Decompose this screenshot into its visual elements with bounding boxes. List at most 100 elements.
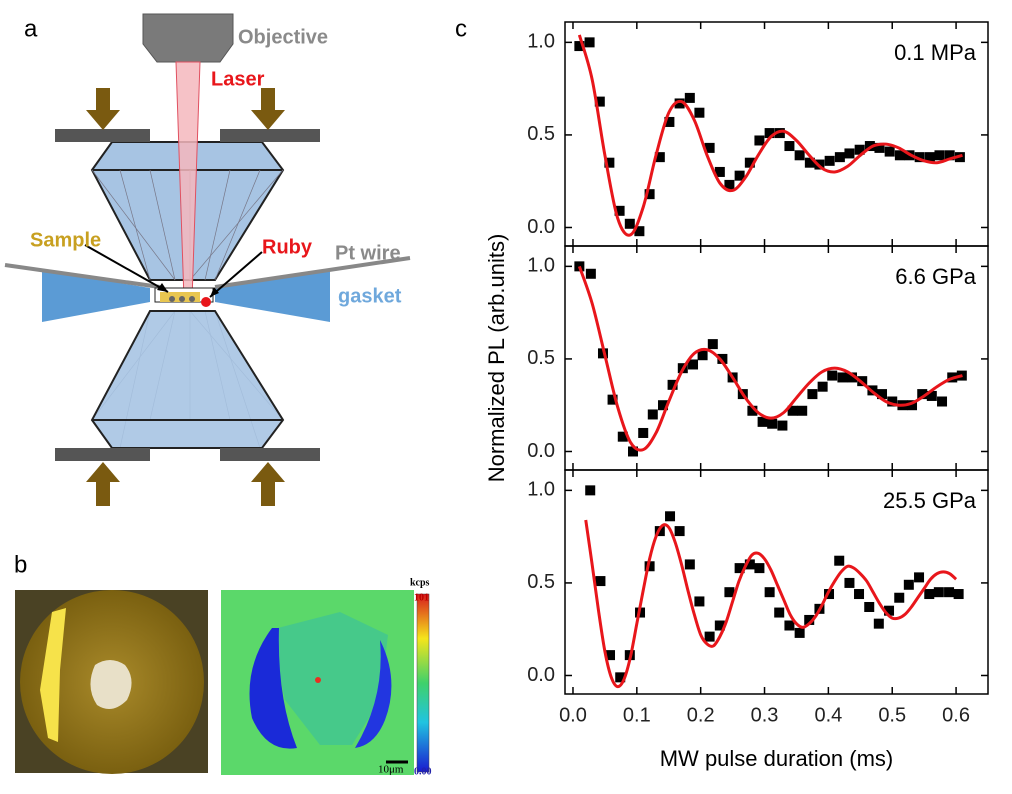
pressure-label: 25.5 GPa xyxy=(883,488,977,513)
data-point xyxy=(667,379,678,390)
data-point xyxy=(873,618,884,629)
label-ruby: Ruby xyxy=(262,236,313,258)
data-point xyxy=(887,396,898,407)
data-point xyxy=(747,405,758,416)
data-point xyxy=(688,359,699,370)
data-point xyxy=(744,157,755,168)
panel-label: c xyxy=(455,15,467,42)
data-point xyxy=(624,218,635,229)
data-point xyxy=(894,150,905,161)
x-tick-label: 0.6 xyxy=(942,704,970,726)
data-point xyxy=(647,409,658,420)
data-point xyxy=(585,485,596,496)
label-gasket: gasket xyxy=(338,285,402,307)
y-tick-label: 0.5 xyxy=(527,347,555,369)
colorbar-max: 101 xyxy=(414,592,429,603)
data-point xyxy=(627,446,638,457)
data-point xyxy=(894,592,905,603)
data-point xyxy=(604,157,615,168)
charts: 0.0 0.5 1.0 0.1 MPa 0.0 0.5 1.0 6.6 GPa Normaliz… xyxy=(484,21,989,771)
colorbar-min: 0.00 xyxy=(414,766,432,777)
data-point xyxy=(714,166,725,177)
fit-line xyxy=(577,34,963,237)
data-point xyxy=(764,128,775,139)
x-axis-label: MW pulse duration (ms) xyxy=(660,746,894,771)
label-sample: Sample xyxy=(30,229,101,251)
data-point xyxy=(684,559,695,570)
data-point xyxy=(864,601,875,612)
data-point xyxy=(704,142,715,153)
gasket-left xyxy=(42,270,150,322)
data-point xyxy=(714,620,725,631)
x-tick-label: 0.2 xyxy=(687,704,715,726)
colorbar-unit: kcps xyxy=(410,577,430,588)
y-tick-label: 1.0 xyxy=(527,255,555,277)
data-point xyxy=(854,589,865,600)
fit-line xyxy=(577,265,963,452)
data-point xyxy=(794,627,805,638)
data-point xyxy=(615,672,626,683)
data-point xyxy=(847,372,858,383)
data-point xyxy=(854,144,865,155)
data-point xyxy=(734,563,745,574)
y-tick-label: 1.0 xyxy=(527,479,555,501)
data-point xyxy=(594,96,605,107)
x-tick-label: 0.5 xyxy=(878,704,906,726)
data-point xyxy=(694,107,705,118)
data-point xyxy=(757,416,768,427)
data-point xyxy=(877,389,888,400)
data-point xyxy=(934,150,945,161)
data-point xyxy=(767,418,778,429)
y-tick-label: 0.0 xyxy=(527,216,555,238)
data-point xyxy=(724,179,735,190)
y-axis-label: Normalized PL (arb.units) xyxy=(484,234,509,483)
data-point xyxy=(704,631,715,642)
data-point xyxy=(837,372,848,383)
data-point xyxy=(864,141,875,152)
panel-label: a xyxy=(24,15,38,42)
x-tick-label: 0.3 xyxy=(751,704,779,726)
data-point xyxy=(754,135,765,146)
y-tick-label: 0.0 xyxy=(527,440,555,462)
data-point xyxy=(924,589,935,600)
data-point xyxy=(953,589,964,600)
data-point xyxy=(574,41,585,52)
data-point xyxy=(784,620,795,631)
data-point xyxy=(834,555,845,566)
data-point xyxy=(907,400,918,411)
data-point xyxy=(903,579,914,590)
label-objective: Objective xyxy=(238,26,328,48)
data-point xyxy=(584,37,595,48)
data-point xyxy=(744,559,755,570)
fit-line xyxy=(584,519,958,689)
pressure-label: 6.6 GPa xyxy=(895,264,976,289)
data-point xyxy=(664,116,675,127)
diagram: Objective Laser Sample Ruby Pt wire gask… xyxy=(4,13,411,506)
data-point xyxy=(884,605,895,616)
data-point xyxy=(844,577,855,588)
data-point xyxy=(917,389,928,400)
data-point xyxy=(874,142,885,153)
scale-bar-label: 10μm xyxy=(378,764,404,776)
y-tick-label: 0.0 xyxy=(527,664,555,686)
data-point xyxy=(914,152,925,163)
colorbar xyxy=(416,593,430,773)
data-point xyxy=(804,614,815,625)
data-point xyxy=(774,607,785,618)
microscope-image xyxy=(15,590,208,774)
data-point xyxy=(665,511,676,522)
data-point xyxy=(607,394,618,405)
data-point xyxy=(595,576,606,587)
data-point xyxy=(605,650,616,661)
plot-frame xyxy=(564,469,989,695)
data-point xyxy=(694,596,705,607)
data-point xyxy=(926,390,937,401)
data-point xyxy=(658,400,669,411)
x-tick-label: 0.4 xyxy=(814,704,842,726)
data-point xyxy=(933,587,944,598)
data-point xyxy=(844,148,855,159)
data-point xyxy=(634,226,645,237)
label-laser: Laser xyxy=(211,68,265,90)
lower-anvil xyxy=(90,310,285,449)
